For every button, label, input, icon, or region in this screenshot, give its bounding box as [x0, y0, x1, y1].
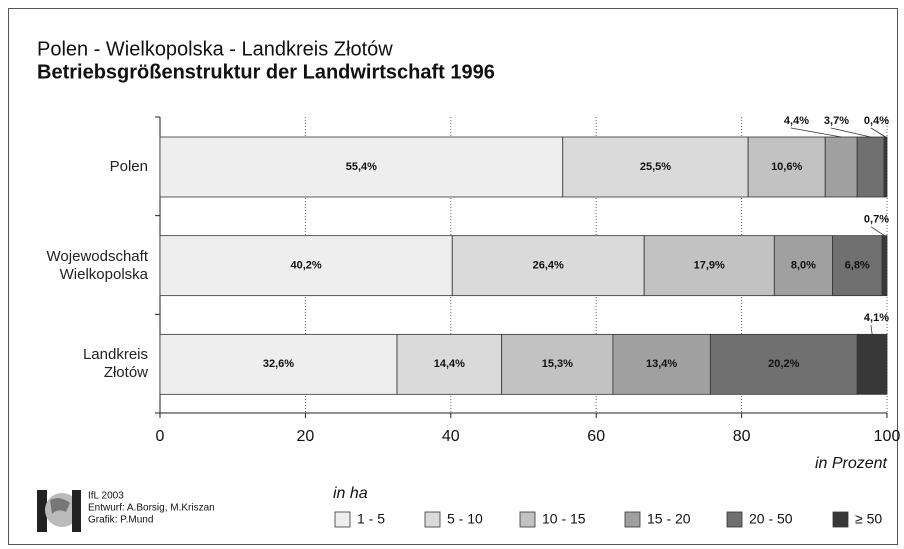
- bar-segment: [562, 136, 749, 198]
- value-label: 10,6%: [771, 161, 802, 173]
- bar-segment: [881, 235, 888, 297]
- value-label: 8,0%: [791, 260, 816, 272]
- value-label: 4,1%: [864, 312, 889, 324]
- value-label: 0,7%: [864, 214, 889, 226]
- bar-segment: [643, 235, 775, 297]
- bar-segment: [396, 333, 503, 395]
- value-label: 3,7%: [824, 115, 849, 127]
- value-label: 25,5%: [640, 161, 671, 173]
- value-label: 32,6%: [263, 358, 294, 370]
- chart-subtitle: Betriebsgrößenstruktur der Landwirtschaf…: [37, 61, 495, 83]
- credit: IfL 2003: [88, 491, 124, 502]
- value-label: 20,2%: [768, 358, 799, 370]
- legend-label: 1 - 5: [357, 511, 385, 527]
- legend-swatch: [519, 511, 536, 528]
- x-tick-label: 40: [442, 428, 460, 445]
- x-tick-label: 60: [587, 428, 605, 445]
- category-label: Wojewodschaft Wielkopolska: [46, 247, 148, 283]
- legend-label: 5 - 10: [447, 511, 483, 527]
- bar-segment: [856, 136, 885, 198]
- bar-segment: [612, 333, 711, 395]
- leader-line: [870, 325, 873, 335]
- bar-segment: [159, 333, 398, 395]
- x-tick-label: 0: [156, 428, 165, 445]
- chart-title: Polen - Wielkopolska - Landkreis Złotów: [37, 38, 393, 60]
- legend-swatch: [624, 511, 641, 528]
- x-tick-label: 80: [733, 428, 751, 445]
- bar-segment: [709, 333, 858, 395]
- x-tick-label: 20: [297, 428, 315, 445]
- legend-swatch: [424, 511, 441, 528]
- value-label: 4,4%: [784, 115, 809, 127]
- value-label: 15,3%: [542, 358, 573, 370]
- bar-segment: [824, 136, 858, 198]
- bar-segment: [883, 136, 888, 198]
- bar-segment: [159, 136, 564, 198]
- bar-segment: [773, 235, 833, 297]
- credit: Entwurf: A.Borsig, M.Kriszan: [88, 503, 215, 514]
- category-label: Landkreis Złotów: [82, 346, 148, 382]
- logo: [37, 490, 81, 532]
- legend-label: ≥ 50: [855, 511, 882, 527]
- frame: [8, 8, 898, 545]
- value-label: 40,2%: [291, 260, 322, 272]
- leader-line: [870, 127, 886, 138]
- x-tick-label: 100: [874, 428, 901, 445]
- credit: Grafik: P.Mund: [88, 515, 153, 526]
- value-label: 14,4%: [434, 358, 465, 370]
- leader-line: [830, 127, 871, 138]
- value-label: 17,9%: [694, 260, 725, 272]
- value-label: 55,4%: [346, 161, 377, 173]
- legend-swatch: [726, 511, 743, 528]
- value-label: 6,8%: [845, 260, 870, 272]
- value-label: 13,4%: [646, 358, 677, 370]
- value-label: 0,4%: [864, 115, 889, 127]
- bar-segment: [747, 136, 826, 198]
- leader-line: [790, 127, 842, 138]
- bar-segment: [856, 333, 888, 395]
- bar-segment: [501, 333, 614, 395]
- category-label: Polen: [109, 158, 148, 175]
- bar-segment: [451, 235, 645, 297]
- bar-segment: [159, 235, 453, 297]
- value-label: 26,4%: [533, 260, 564, 272]
- legend-title: in ha: [333, 485, 368, 502]
- legend-label: 15 - 20: [647, 511, 691, 527]
- leader-line: [870, 226, 885, 236]
- legend-swatch: [334, 511, 351, 528]
- legend-label: 20 - 50: [749, 511, 793, 527]
- legend-label: 10 - 15: [542, 511, 586, 527]
- legend-swatch: [832, 511, 849, 528]
- x-axis-label: in Prozent: [815, 455, 888, 472]
